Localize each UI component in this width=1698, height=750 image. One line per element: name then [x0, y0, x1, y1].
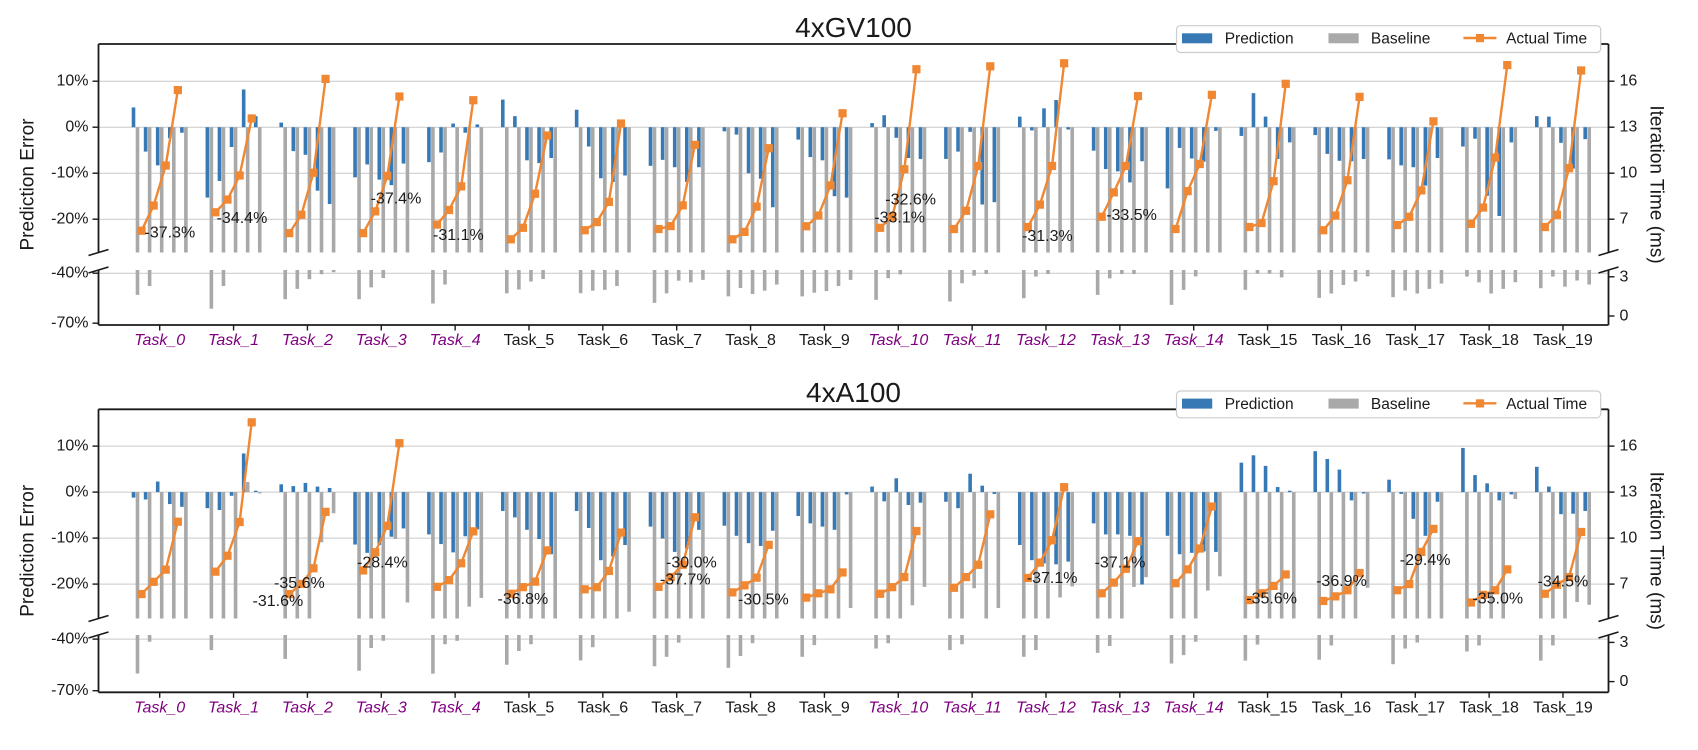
- svg-text:Task_7: Task_7: [651, 332, 702, 349]
- svg-text:Task_18: Task_18: [1459, 699, 1519, 716]
- svg-text:-35.0%: -35.0%: [1472, 590, 1523, 607]
- svg-text:Task_12: Task_12: [1016, 332, 1076, 349]
- svg-text:-33.1%: -33.1%: [874, 210, 925, 227]
- svg-text:Task_11: Task_11: [943, 699, 1002, 716]
- svg-text:13: 13: [1620, 119, 1638, 136]
- svg-text:Task_8: Task_8: [725, 699, 776, 716]
- svg-text:-36.9%: -36.9%: [1316, 573, 1367, 590]
- svg-text:Task_15: Task_15: [1238, 699, 1298, 716]
- svg-text:-35.6%: -35.6%: [1246, 590, 1297, 607]
- svg-text:-31.6%: -31.6%: [253, 593, 304, 610]
- svg-text:-36.8%: -36.8%: [498, 591, 549, 608]
- svg-text:-31.3%: -31.3%: [1022, 228, 1073, 245]
- svg-text:13: 13: [1620, 484, 1638, 501]
- svg-text:Task_0: Task_0: [134, 332, 185, 349]
- svg-text:0: 0: [1620, 308, 1629, 325]
- svg-text:Task_10: Task_10: [868, 332, 928, 349]
- svg-text:Prediction: Prediction: [1225, 396, 1294, 413]
- svg-text:-10%: -10%: [51, 530, 88, 547]
- svg-text:Task_3: Task_3: [356, 332, 407, 349]
- svg-text:-70%: -70%: [51, 682, 88, 699]
- svg-text:Actual Time: Actual Time: [1506, 31, 1587, 48]
- svg-text:10: 10: [1620, 165, 1638, 182]
- svg-text:Actual Time: Actual Time: [1506, 396, 1587, 413]
- svg-text:-28.4%: -28.4%: [357, 555, 408, 572]
- svg-text:Task_17: Task_17: [1385, 699, 1445, 716]
- svg-text:4xGV100: 4xGV100: [795, 12, 912, 43]
- svg-text:Task_15: Task_15: [1238, 332, 1298, 349]
- svg-text:Task_10: Task_10: [868, 699, 928, 716]
- svg-text:Task_8: Task_8: [725, 332, 776, 349]
- svg-text:-34.4%: -34.4%: [217, 210, 268, 227]
- svg-text:Task_16: Task_16: [1312, 332, 1372, 349]
- svg-text:Task_9: Task_9: [799, 332, 850, 349]
- svg-text:Task_5: Task_5: [504, 699, 555, 716]
- svg-text:-40%: -40%: [51, 265, 88, 282]
- svg-text:Task_11: Task_11: [943, 332, 1002, 349]
- svg-text:16: 16: [1620, 438, 1638, 455]
- svg-text:Task_6: Task_6: [577, 699, 628, 716]
- svg-text:-40%: -40%: [51, 631, 88, 648]
- svg-text:0%: 0%: [65, 484, 88, 501]
- svg-text:Prediction Error: Prediction Error: [18, 118, 39, 251]
- svg-text:Task_14: Task_14: [1164, 332, 1224, 349]
- svg-text:10%: 10%: [56, 438, 88, 455]
- svg-text:Baseline: Baseline: [1371, 396, 1430, 413]
- svg-text:Task_5: Task_5: [504, 332, 555, 349]
- svg-text:7: 7: [1620, 576, 1629, 593]
- svg-text:Task_13: Task_13: [1090, 332, 1150, 349]
- svg-text:-30.0%: -30.0%: [666, 555, 717, 572]
- svg-text:Task_17: Task_17: [1385, 332, 1445, 349]
- svg-text:Task_18: Task_18: [1459, 332, 1519, 349]
- svg-text:Task_13: Task_13: [1090, 699, 1150, 716]
- svg-text:-33.5%: -33.5%: [1106, 207, 1157, 224]
- svg-text:-30.5%: -30.5%: [738, 592, 789, 609]
- svg-text:-29.4%: -29.4%: [1400, 552, 1451, 569]
- svg-text:Prediction: Prediction: [1225, 31, 1294, 48]
- svg-text:Task_4: Task_4: [430, 332, 481, 349]
- svg-text:Task_1: Task_1: [208, 332, 259, 349]
- svg-text:0: 0: [1620, 673, 1629, 690]
- svg-text:-37.1%: -37.1%: [1027, 570, 1078, 587]
- svg-text:-10%: -10%: [51, 165, 88, 182]
- svg-text:Iteration Time (ms): Iteration Time (ms): [1646, 105, 1667, 263]
- svg-text:Baseline: Baseline: [1371, 31, 1430, 48]
- svg-text:-37.7%: -37.7%: [660, 572, 711, 589]
- svg-text:0%: 0%: [65, 119, 88, 136]
- svg-text:-31.1%: -31.1%: [433, 227, 484, 244]
- svg-text:-35.6%: -35.6%: [274, 575, 325, 592]
- svg-text:-34.5%: -34.5%: [1538, 573, 1589, 590]
- svg-text:7: 7: [1620, 211, 1629, 228]
- svg-text:Task_0: Task_0: [134, 699, 185, 716]
- svg-text:10: 10: [1620, 530, 1638, 547]
- svg-text:-37.4%: -37.4%: [371, 191, 422, 208]
- svg-text:Task_6: Task_6: [577, 332, 628, 349]
- svg-text:Task_2: Task_2: [282, 699, 333, 716]
- svg-text:Iteration Time (ms): Iteration Time (ms): [1646, 472, 1667, 630]
- svg-text:-70%: -70%: [51, 315, 88, 332]
- svg-text:16: 16: [1620, 73, 1638, 90]
- svg-text:Task_9: Task_9: [799, 699, 850, 716]
- svg-text:Prediction Error: Prediction Error: [18, 484, 39, 617]
- svg-text:Task_7: Task_7: [651, 699, 702, 716]
- svg-text:Task_19: Task_19: [1533, 332, 1593, 349]
- svg-text:Task_3: Task_3: [356, 699, 407, 716]
- svg-text:Task_12: Task_12: [1016, 699, 1076, 716]
- svg-text:-20%: -20%: [51, 576, 88, 593]
- svg-text:-37.1%: -37.1%: [1095, 555, 1146, 572]
- svg-text:-20%: -20%: [51, 211, 88, 228]
- svg-text:Task_1: Task_1: [208, 699, 259, 716]
- svg-text:10%: 10%: [56, 73, 88, 90]
- svg-text:Task_19: Task_19: [1533, 699, 1593, 716]
- svg-text:Task_2: Task_2: [282, 332, 333, 349]
- svg-text:3: 3: [1620, 268, 1629, 285]
- svg-text:4xA100: 4xA100: [806, 377, 901, 408]
- svg-text:-32.6%: -32.6%: [885, 192, 936, 209]
- svg-text:Task_4: Task_4: [430, 699, 481, 716]
- svg-text:3: 3: [1620, 634, 1629, 651]
- svg-text:Task_16: Task_16: [1312, 699, 1372, 716]
- svg-text:Task_14: Task_14: [1164, 699, 1224, 716]
- svg-text:-37.3%: -37.3%: [145, 225, 196, 242]
